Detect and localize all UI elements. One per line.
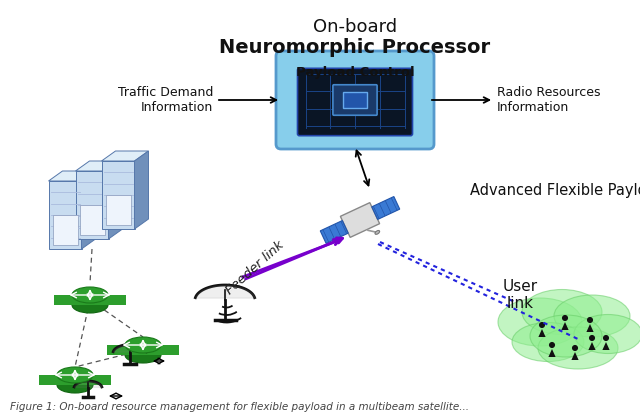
Circle shape [539, 322, 545, 328]
Polygon shape [102, 161, 134, 229]
Polygon shape [340, 203, 380, 238]
Polygon shape [586, 324, 594, 332]
Circle shape [589, 335, 595, 341]
Text: Feeder link: Feeder link [223, 239, 287, 297]
Polygon shape [320, 220, 348, 243]
Ellipse shape [72, 297, 108, 313]
Circle shape [549, 342, 555, 348]
Polygon shape [109, 161, 122, 239]
Ellipse shape [498, 298, 582, 346]
FancyBboxPatch shape [79, 205, 104, 235]
Polygon shape [548, 349, 556, 357]
Polygon shape [588, 342, 596, 350]
Ellipse shape [554, 295, 630, 337]
Polygon shape [538, 329, 545, 337]
FancyBboxPatch shape [343, 92, 367, 108]
Polygon shape [76, 161, 122, 171]
Ellipse shape [57, 367, 93, 383]
Text: Traffic Demand
Information: Traffic Demand Information [118, 86, 213, 114]
Text: Advanced Flexible Payload: Advanced Flexible Payload [470, 183, 640, 197]
Polygon shape [81, 171, 95, 249]
Ellipse shape [72, 287, 108, 303]
Circle shape [587, 317, 593, 323]
Polygon shape [107, 345, 179, 355]
Polygon shape [134, 151, 148, 229]
Text: User
link: User link [502, 279, 538, 311]
Ellipse shape [530, 315, 602, 357]
FancyBboxPatch shape [333, 85, 377, 115]
Polygon shape [102, 151, 148, 161]
Circle shape [572, 345, 578, 351]
FancyBboxPatch shape [52, 215, 77, 245]
Polygon shape [76, 171, 109, 239]
Ellipse shape [574, 315, 640, 354]
Polygon shape [49, 171, 95, 181]
Text: Radio Resources
Information: Radio Resources Information [497, 86, 600, 114]
Ellipse shape [57, 377, 93, 393]
Polygon shape [372, 197, 400, 220]
Text: Figure 1: On-board resource management for flexible payload in a multibeam satel: Figure 1: On-board resource management f… [10, 402, 469, 412]
Text: Neuromorphic Processor: Neuromorphic Processor [220, 38, 491, 57]
Ellipse shape [512, 323, 584, 362]
Ellipse shape [522, 290, 602, 334]
Text: Payload Control: Payload Control [296, 66, 414, 79]
FancyBboxPatch shape [276, 51, 434, 149]
Text: On-board: On-board [313, 18, 397, 36]
Circle shape [562, 315, 568, 321]
FancyBboxPatch shape [298, 68, 413, 136]
FancyBboxPatch shape [106, 195, 131, 225]
Polygon shape [49, 181, 81, 249]
Polygon shape [572, 352, 579, 360]
Ellipse shape [125, 337, 161, 353]
Polygon shape [39, 375, 111, 385]
Ellipse shape [538, 327, 618, 369]
Polygon shape [602, 342, 610, 350]
Ellipse shape [125, 347, 161, 363]
Circle shape [603, 335, 609, 341]
Polygon shape [54, 295, 126, 305]
Ellipse shape [375, 230, 380, 234]
Polygon shape [561, 322, 568, 330]
